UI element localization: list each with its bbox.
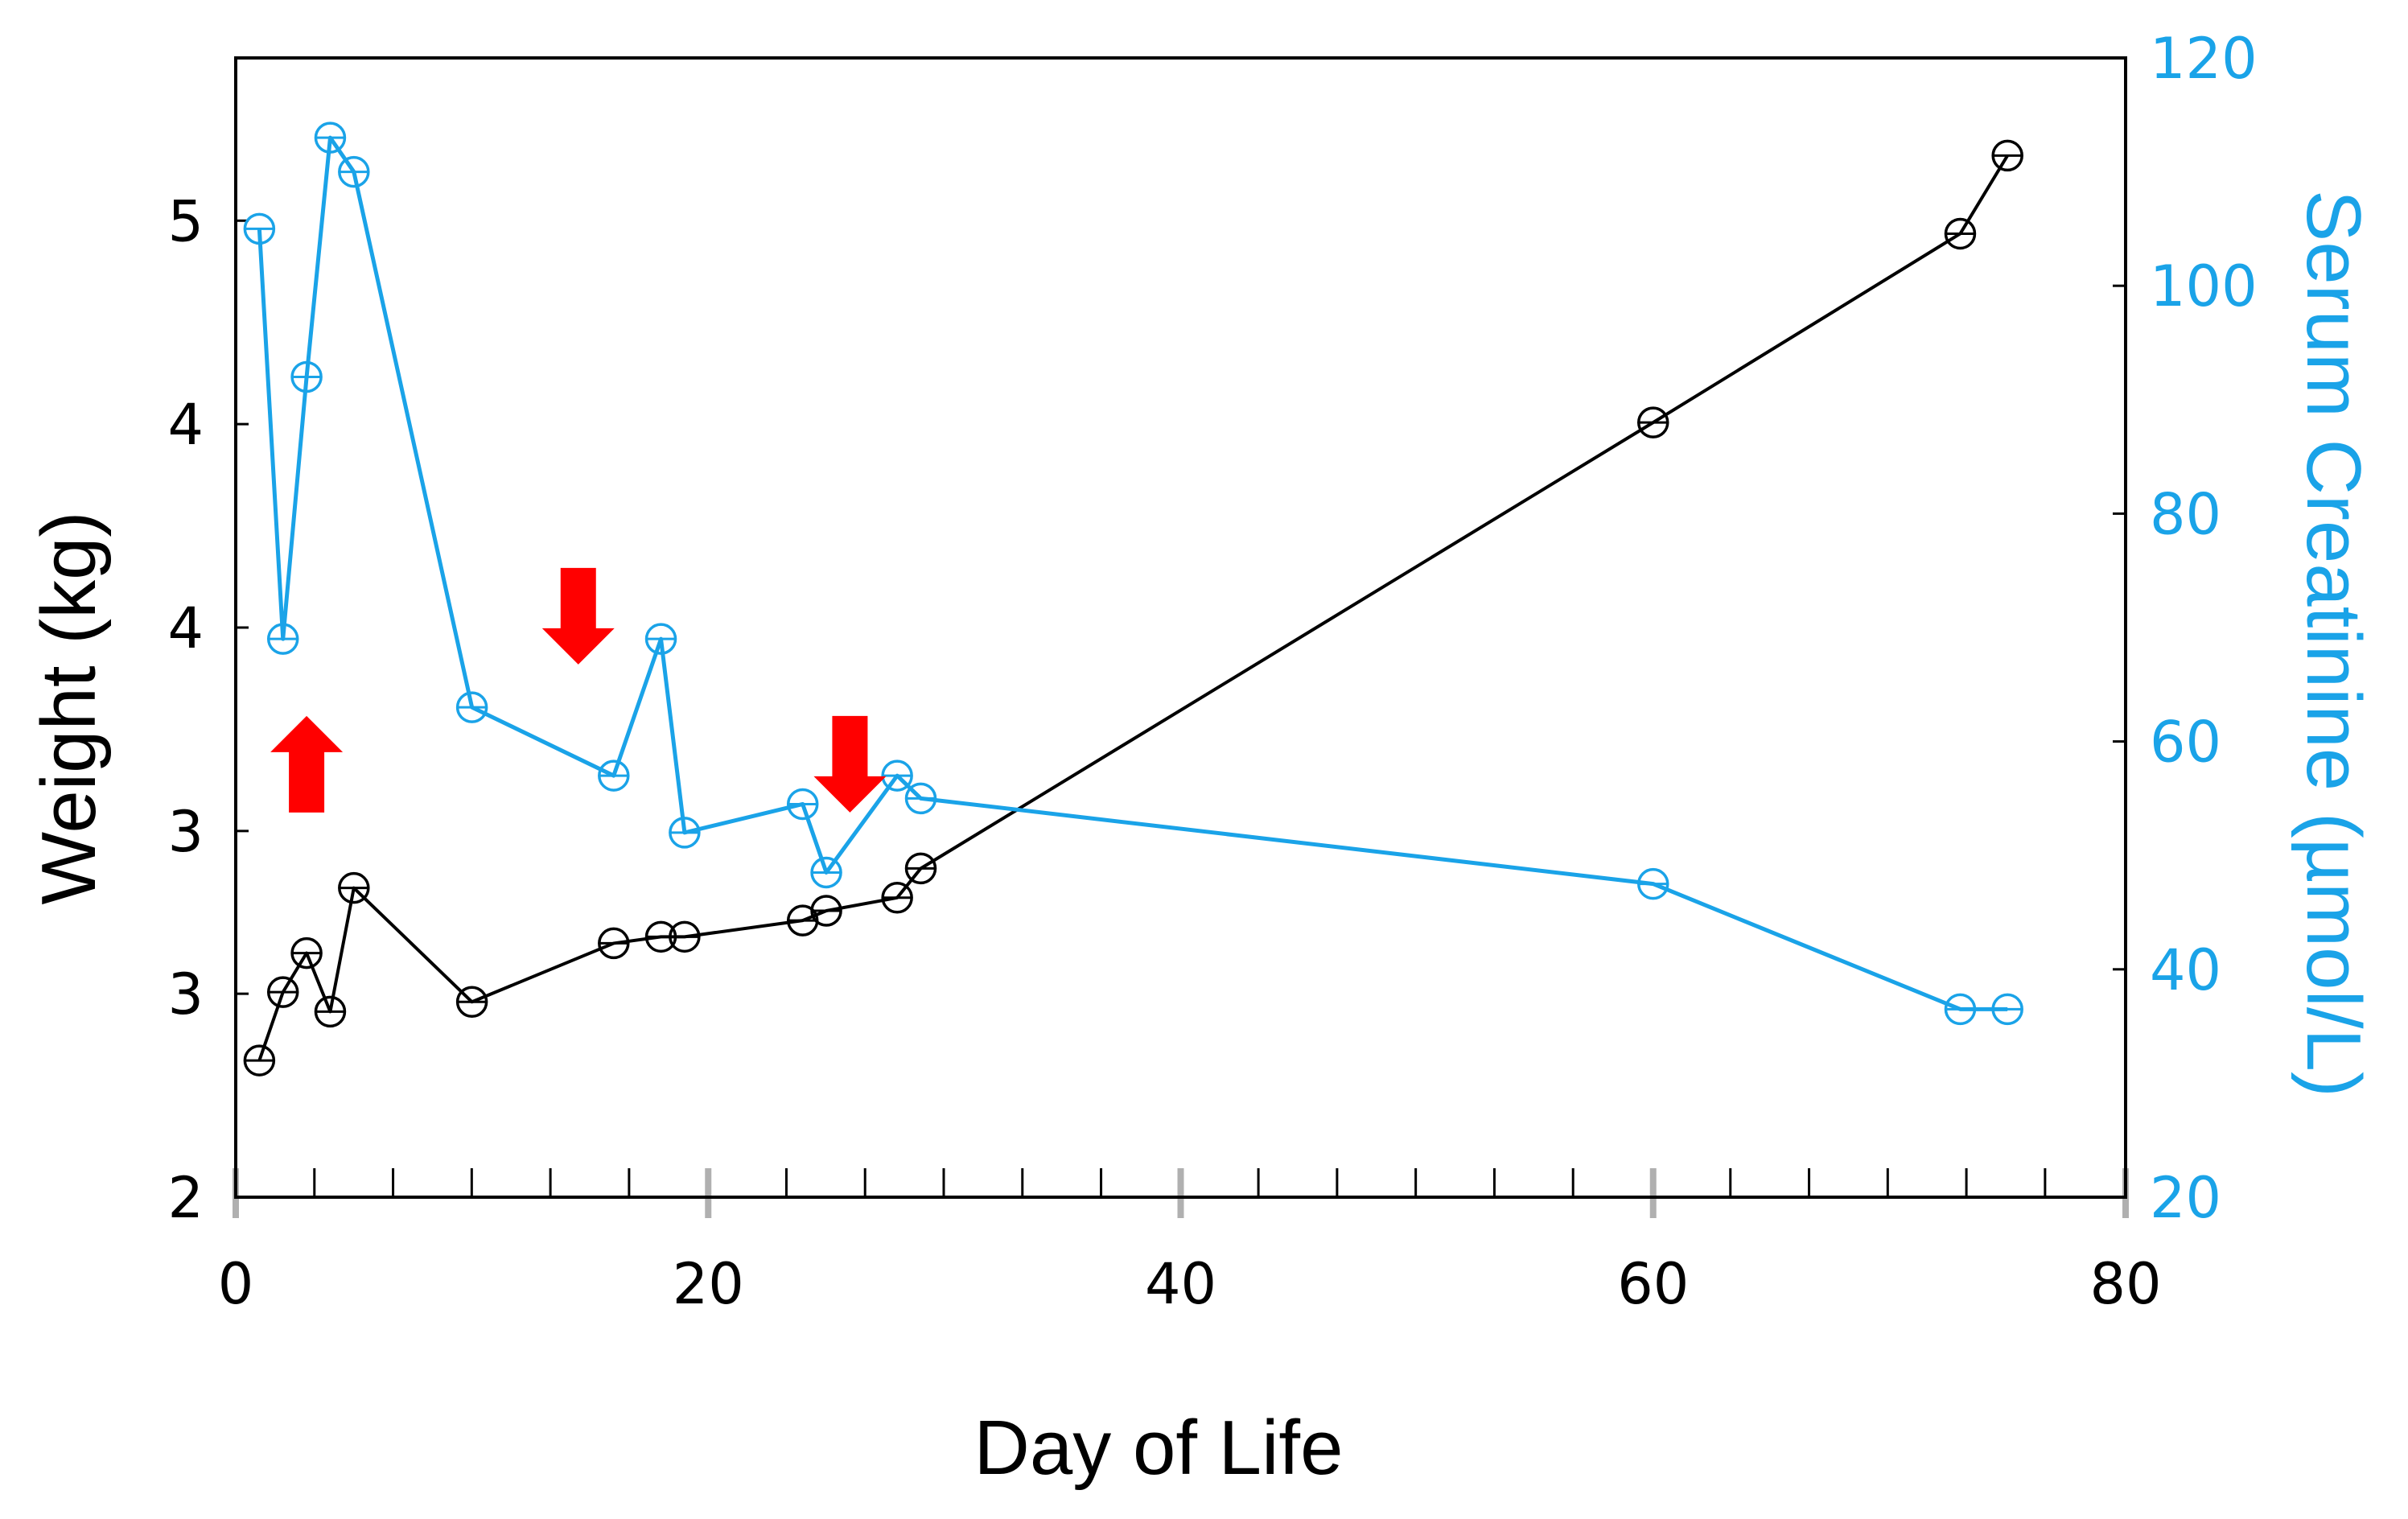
y-tick-label: 3 (167, 799, 204, 865)
x-tick-label: 80 (2089, 1251, 2161, 1317)
y2-tick-label: 80 (2150, 481, 2221, 547)
x-tick-label: 20 (673, 1251, 744, 1317)
serum-creatinine-line (257, 135, 2008, 1011)
serum-creatinine-point (243, 212, 276, 245)
weight-point (881, 882, 913, 914)
serum-creatinine-point (644, 623, 677, 655)
y2-axis-title: Serum Creatinine (µmol/L) (2291, 190, 2377, 1097)
y2-tick-label: 60 (2150, 710, 2221, 776)
x-tick-label: 0 (218, 1251, 254, 1317)
serum-creatinine-point (669, 817, 701, 849)
weight-point (266, 976, 299, 1008)
series-lines (257, 135, 2009, 1061)
arrow-down-icon (541, 567, 615, 665)
x-minor-ticks (313, 1168, 2047, 1197)
weight-point (598, 927, 630, 960)
arrow-down-icon (813, 715, 887, 813)
x-major-ticks (233, 1168, 2129, 1218)
arrow-up-icon (270, 715, 344, 813)
y2-tick-labels: 20 40 60 80 100 120 (2150, 26, 2258, 1231)
weight-line (257, 154, 2009, 1061)
y-ticks (236, 219, 249, 1199)
weight-point (810, 895, 842, 927)
serum-creatinine-point (338, 155, 370, 188)
serum-creatinine-point (598, 760, 630, 792)
serum-creatinine-point (1944, 993, 1977, 1026)
series-points (243, 121, 2023, 1076)
y-tick-label: 4 (167, 392, 204, 458)
y-tick-label: 4 (167, 595, 204, 661)
serum-creatinine-point (1637, 867, 1669, 900)
serum-creatinine-point (810, 856, 842, 889)
x-tick-label: 60 (1617, 1251, 1689, 1317)
serum-creatinine-point (904, 782, 937, 815)
y-tick-labels: 2 3 3 4 4 5 (167, 188, 204, 1231)
weight-point (904, 852, 937, 885)
weight-point (1944, 217, 1977, 250)
serum-creatinine-point (786, 788, 819, 821)
y2-ticks (2113, 56, 2126, 1199)
weight-point (243, 1044, 276, 1076)
y-axis-title: Weight (kg) (26, 511, 112, 904)
x-tick-labels: 0 20 40 60 80 (218, 1251, 2162, 1317)
y-tick-label: 5 (167, 188, 204, 254)
weight-point (455, 986, 488, 1019)
x-tick-label: 40 (1145, 1251, 1216, 1317)
plot-frame (234, 56, 2127, 1199)
weight-point (338, 871, 370, 904)
y2-tick-label: 40 (2150, 937, 2221, 1003)
weight-point (314, 995, 347, 1028)
serum-creatinine-point (314, 121, 347, 154)
serum-creatinine-point (1991, 993, 2023, 1026)
y2-tick-label: 100 (2150, 253, 2258, 319)
weight-point (1637, 406, 1669, 438)
weight-point (290, 937, 323, 969)
weight-point (1991, 139, 2023, 172)
y2-tick-label: 120 (2150, 26, 2258, 92)
serum-creatinine-point (290, 360, 323, 393)
annotation-arrows (270, 567, 887, 813)
y-tick-label: 2 (167, 1165, 204, 1231)
serum-creatinine-point (881, 760, 913, 792)
x-axis-title: Day of Life (974, 1405, 1344, 1491)
serum-creatinine-point (455, 691, 488, 723)
y2-tick-label: 20 (2150, 1165, 2221, 1231)
weight-point (669, 920, 701, 953)
y-tick-label: 3 (167, 961, 204, 1027)
serum-creatinine-point (266, 623, 299, 655)
